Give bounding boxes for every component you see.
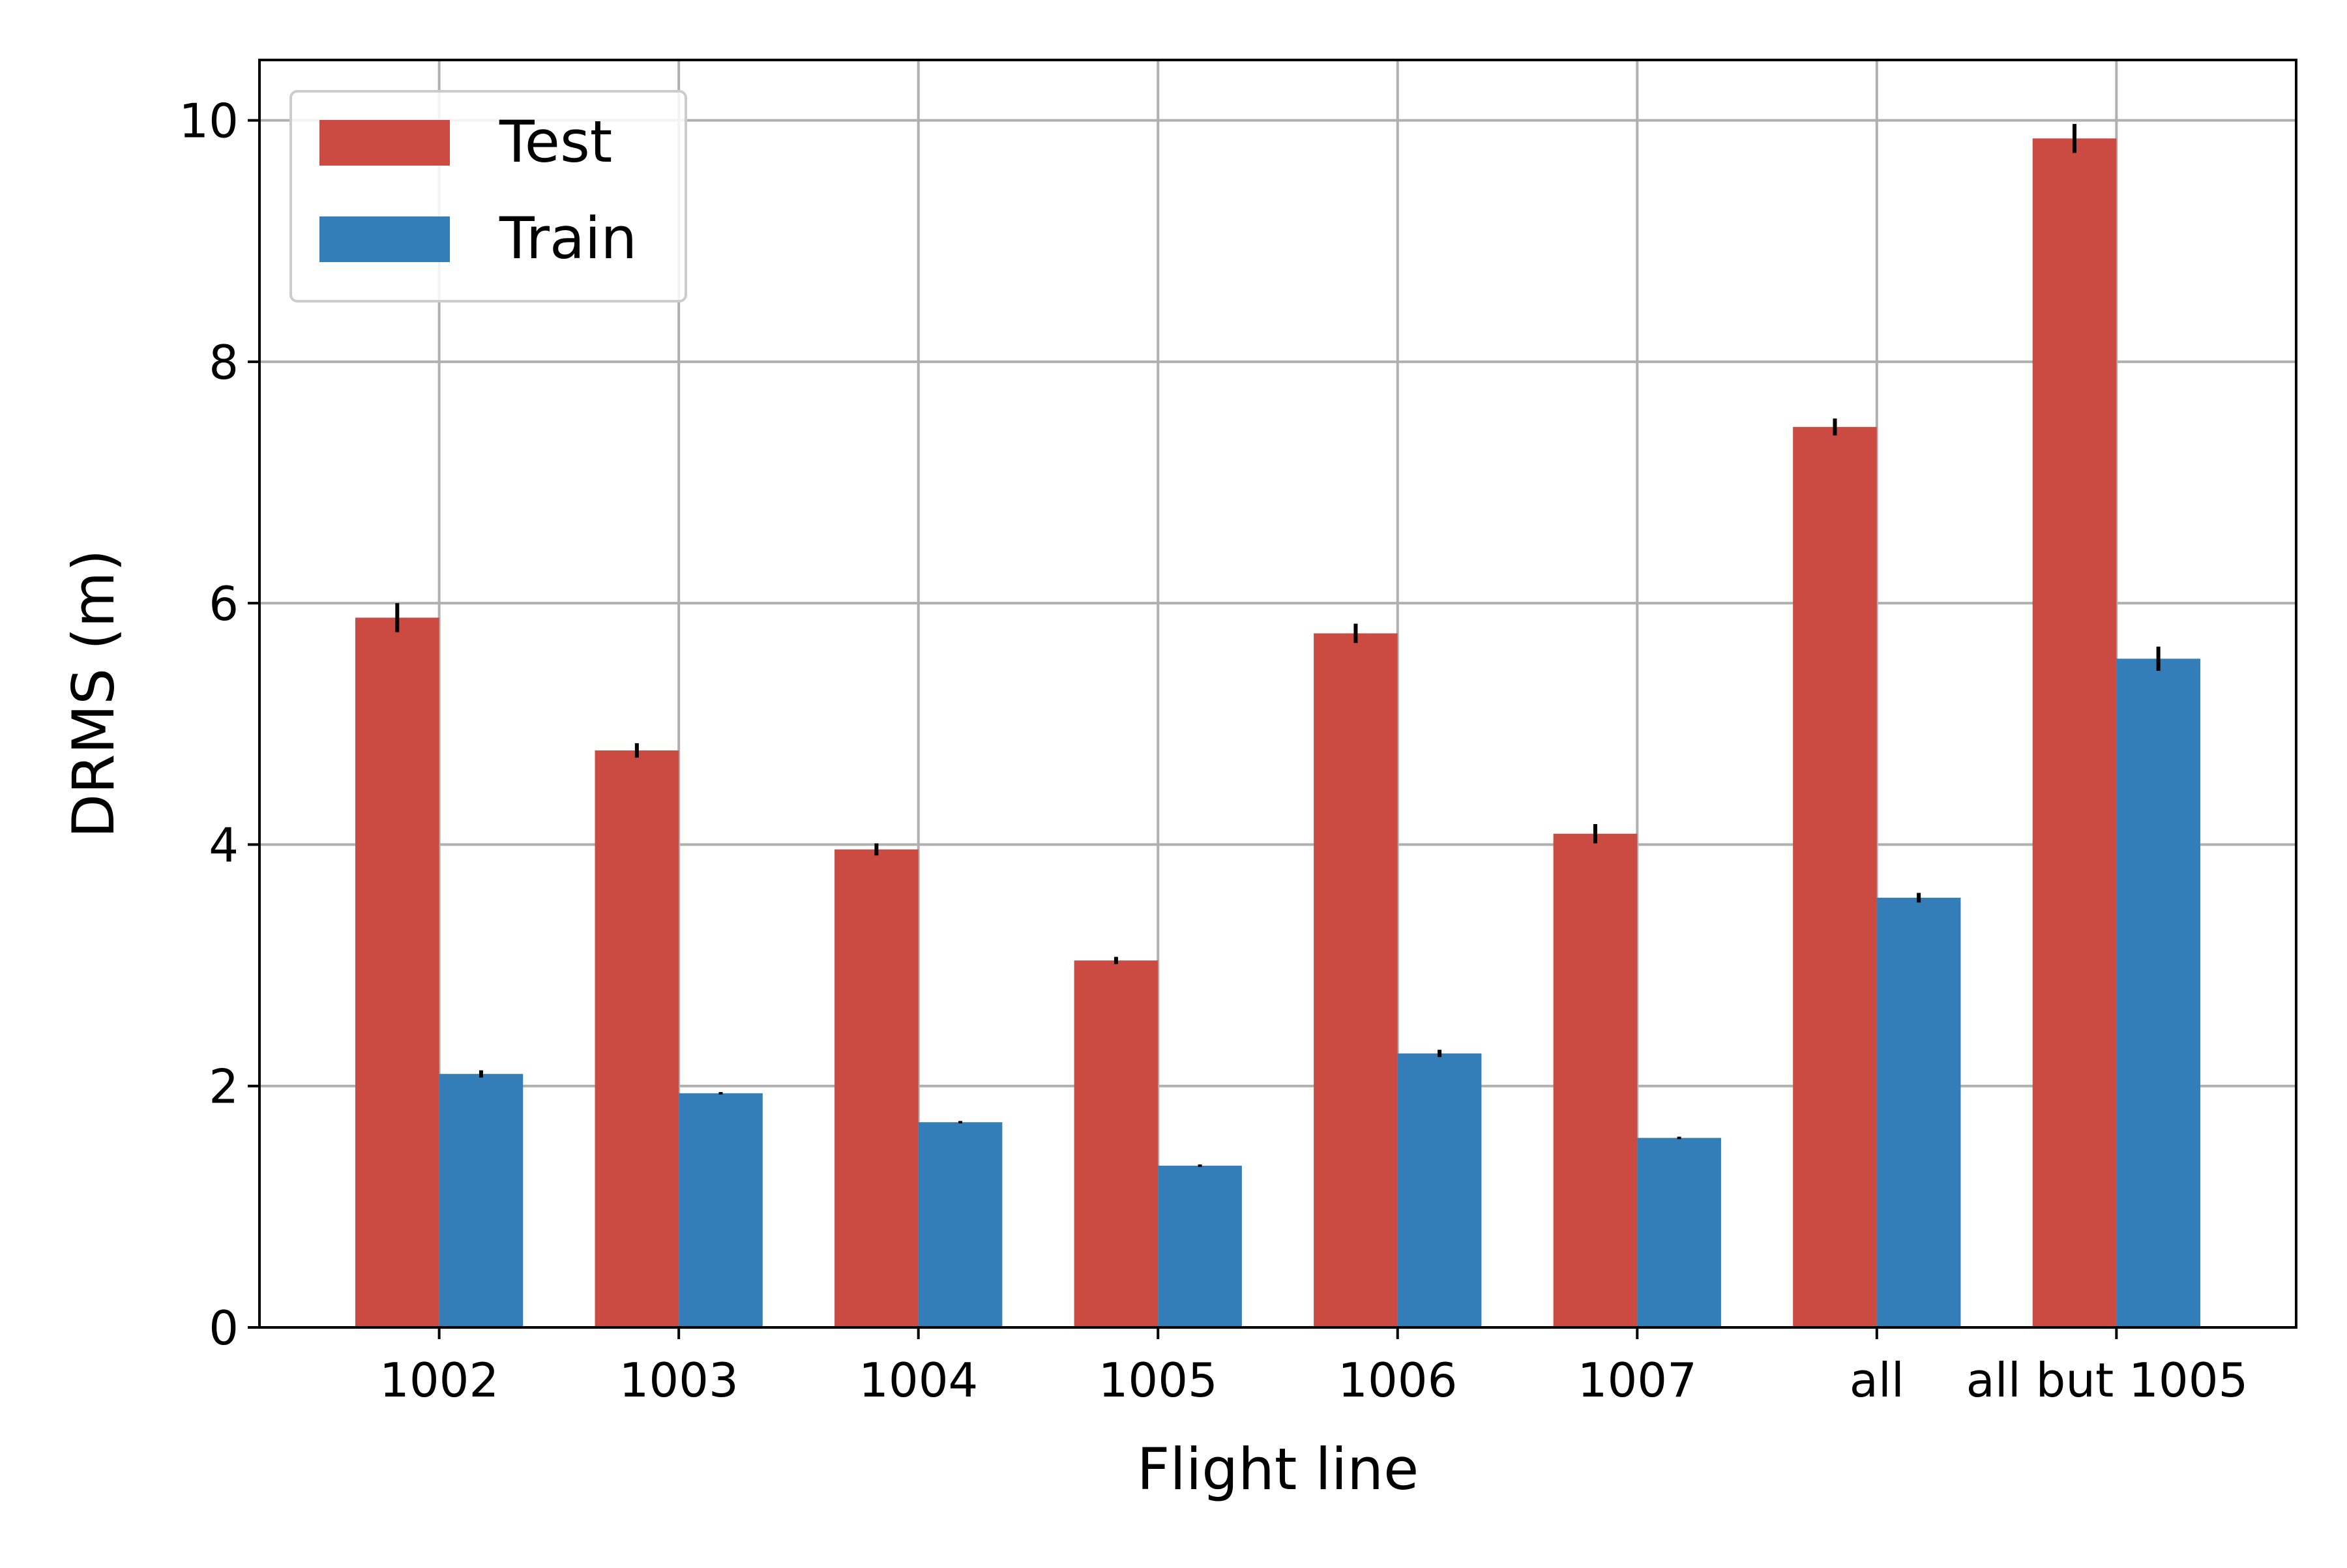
x-tick-label: 1005 [1099, 1353, 1218, 1408]
bar-test-1006 [1314, 633, 1398, 1327]
legend-swatch-test [319, 120, 450, 166]
bar-test-all-but-1005 [2032, 138, 2117, 1327]
bar-test-1004 [834, 849, 919, 1327]
y-axis-title: DRMS (m) [60, 549, 127, 838]
y-tick-label: 6 [209, 576, 239, 631]
y-tick-label: 8 [209, 335, 239, 390]
x-tick-label: 1006 [1338, 1353, 1457, 1408]
y-tick-label: 4 [209, 818, 239, 872]
y-tick-label: 2 [209, 1059, 239, 1114]
bar-test-1003 [595, 750, 679, 1327]
bar-test-1005 [1074, 960, 1159, 1327]
y-tick-label: 0 [209, 1301, 239, 1355]
bars [355, 138, 2200, 1328]
x-tick-label: all but 1005 [1966, 1353, 2249, 1408]
error-bars [395, 124, 2161, 1167]
x-tick-label: all [1850, 1353, 1904, 1408]
bar-train-1002 [439, 1074, 524, 1327]
bar-train-1003 [679, 1093, 763, 1327]
legend-swatch-train [319, 216, 450, 262]
bar-test-1002 [355, 617, 439, 1327]
bar-train-1004 [918, 1122, 1003, 1327]
bar-train-1007 [1637, 1138, 1721, 1327]
axis-ticks: 0 2 4 6 8 10 1002 1003 1004 1005 1006 1007 all all bu… [179, 94, 2248, 1408]
bar-train-all-but-1005 [2116, 658, 2200, 1327]
x-axis-title: Flight line [1137, 1436, 1419, 1503]
bar-train-1006 [1397, 1053, 1482, 1327]
legend: Test Train [289, 90, 687, 303]
x-tick-label: 1002 [379, 1353, 499, 1408]
bar-train-all [1876, 897, 1961, 1327]
y-tick-label: 10 [179, 94, 239, 149]
bar-test-1007 [1553, 833, 1638, 1327]
x-tick-label: 1003 [619, 1353, 739, 1408]
bar-train-1005 [1158, 1165, 1242, 1327]
legend-label-train: Train [499, 205, 637, 272]
legend-label-test: Test [499, 108, 612, 175]
x-tick-label: 1004 [859, 1353, 978, 1408]
x-tick-label: 1007 [1578, 1353, 1697, 1408]
plot-frame [258, 59, 2297, 1329]
bar-test-all [1793, 426, 1877, 1328]
